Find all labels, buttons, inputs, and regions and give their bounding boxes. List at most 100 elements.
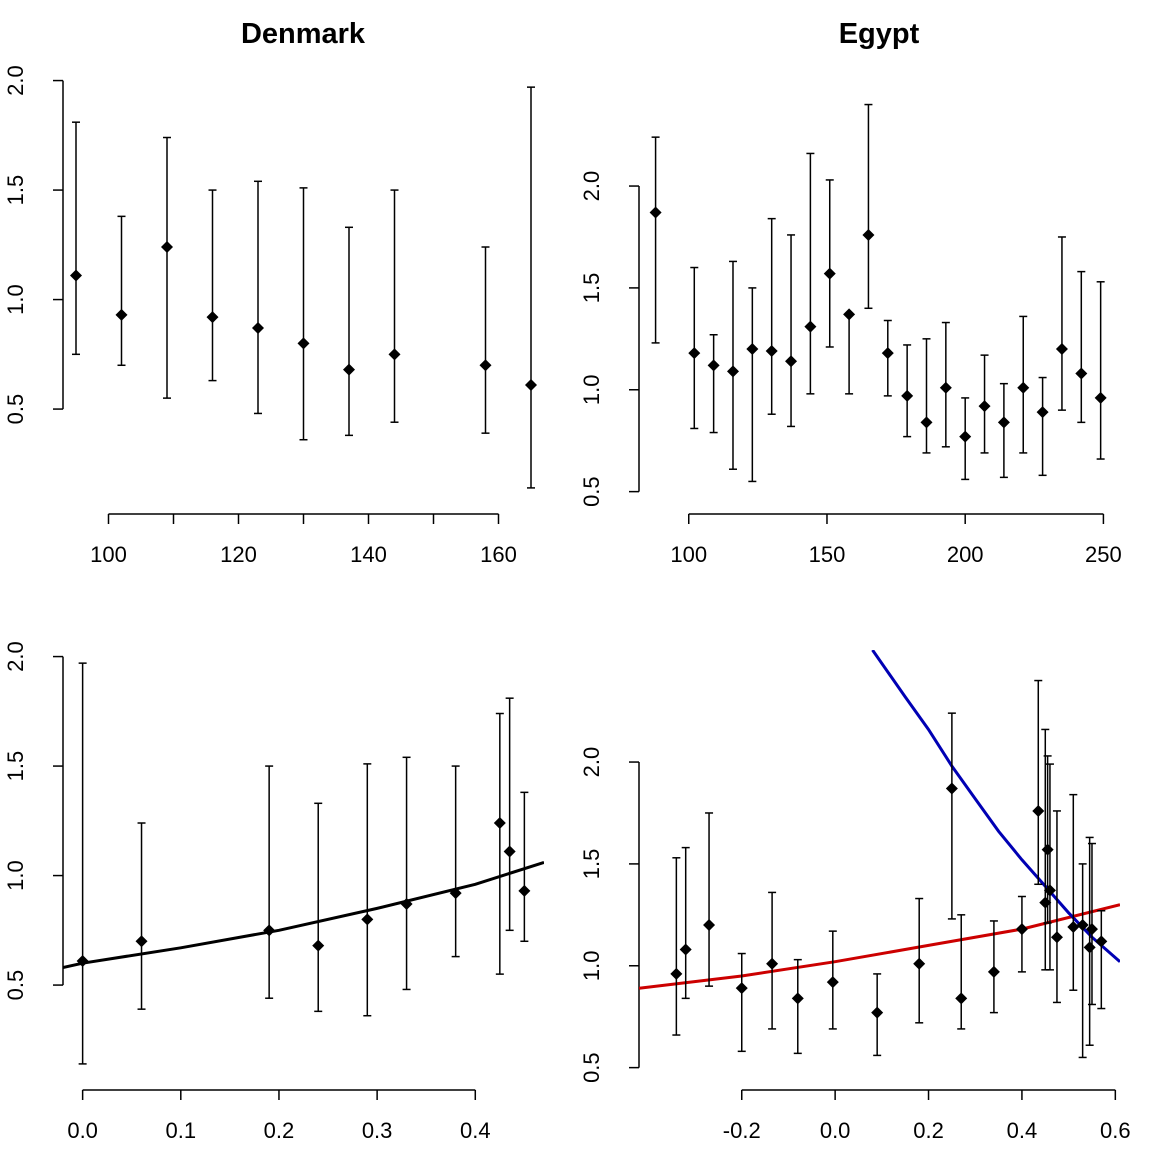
plot-area	[649, 103, 1107, 483]
y-tick-label: 0.5	[579, 476, 604, 507]
y-tick-label: 1.0	[3, 860, 28, 891]
error-bar	[651, 136, 660, 344]
x-tick-label: -0.2	[723, 1118, 761, 1143]
panel-bottom-right: -0.2 0.0 0.2 0.4 0.6 0.5 1.0 1.5 2.0	[579, 650, 1131, 1143]
x-tick-label: 150	[809, 542, 846, 567]
y-tick-label: 0.5	[579, 1052, 604, 1083]
data-point	[920, 416, 933, 429]
y-tick-label: 1.5	[3, 751, 28, 782]
data-point	[135, 935, 148, 948]
data-point	[804, 320, 817, 333]
data-point	[959, 430, 972, 443]
fit-curve-red	[639, 903, 1120, 990]
data-point	[765, 345, 778, 358]
y-tick-label: 1.0	[579, 374, 604, 405]
data-point	[901, 389, 914, 402]
y-tick-label: 2.0	[579, 171, 604, 202]
x-tick-label: 250	[1085, 542, 1122, 567]
y-tick-label: 1.5	[579, 849, 604, 880]
data-point	[115, 308, 128, 321]
data-point	[649, 206, 662, 219]
error-bar	[1045, 763, 1054, 971]
y-tick-label: 1.5	[579, 273, 604, 304]
data-point	[518, 884, 531, 897]
x-tick-label: 0.4	[460, 1118, 491, 1143]
data-point	[361, 913, 374, 926]
data-point	[1032, 804, 1045, 817]
x-tick-label: 0.1	[165, 1118, 196, 1143]
data-point	[735, 982, 748, 995]
data-point	[826, 976, 839, 989]
error-bar	[390, 189, 399, 423]
data-point	[881, 347, 894, 360]
error-bar	[1097, 910, 1106, 1010]
x-tick-label: 0.6	[1100, 1118, 1131, 1143]
x-tick-label: 100	[90, 542, 127, 567]
data-point	[525, 378, 537, 391]
data-point	[746, 343, 759, 356]
error-bar	[78, 662, 87, 1065]
panel-egypt: Egypt 100 150 200 250 0.5 1.0 1.5 2.0	[579, 18, 1122, 567]
data-point	[161, 241, 173, 254]
data-point	[1043, 884, 1056, 897]
x-tick-label: 140	[350, 542, 387, 567]
error-bar	[299, 187, 308, 441]
error-bar	[922, 338, 931, 454]
error-bar	[1034, 679, 1043, 886]
error-bar	[1078, 863, 1087, 1059]
data-point	[263, 924, 276, 937]
error-bar	[957, 914, 966, 1030]
y-tick-label: 1.5	[3, 175, 28, 206]
error-bar	[163, 136, 171, 399]
error-bar	[505, 697, 514, 932]
error-bar	[481, 246, 490, 434]
error-bar	[254, 180, 262, 415]
x-tick-label: 0.4	[1007, 1118, 1038, 1143]
error-bar	[787, 234, 796, 428]
data-point	[703, 919, 716, 932]
error-bar	[527, 86, 535, 489]
data-point	[297, 337, 310, 350]
y-tick-label: 0.5	[3, 970, 28, 1001]
data-point	[1094, 391, 1107, 404]
error-bar	[748, 287, 757, 483]
data-point	[987, 965, 1000, 978]
data-point	[707, 359, 720, 372]
y-tick-label: 2.0	[3, 641, 28, 672]
x-tick-label: 0.0	[67, 1118, 98, 1143]
data-point	[978, 400, 991, 413]
error-bar	[345, 226, 353, 437]
error-bar	[1038, 376, 1047, 477]
error-bar	[1085, 836, 1094, 1046]
fit-curve-blue	[871, 650, 1120, 963]
data-point	[1036, 406, 1049, 419]
data-point	[1085, 923, 1098, 936]
error-bar	[864, 103, 873, 310]
error-bar	[451, 765, 460, 958]
error-bar	[208, 189, 217, 382]
error-bar	[845, 313, 854, 395]
data-point	[1055, 343, 1068, 356]
x-tick-label: 200	[947, 542, 984, 567]
error-bar	[314, 802, 323, 1013]
error-bar	[402, 756, 411, 991]
data-point	[1041, 843, 1054, 856]
x-tick-label: 100	[670, 542, 707, 567]
data-point	[823, 267, 836, 280]
data-point	[206, 311, 219, 324]
fit-curve-black	[63, 860, 544, 969]
data-point	[843, 308, 856, 321]
x-tick-label: 0.2	[264, 1118, 295, 1143]
data-point	[688, 347, 701, 360]
data-point	[1067, 921, 1080, 934]
x-tick-label: 120	[220, 542, 257, 567]
error-bar	[1077, 270, 1086, 424]
error-bar	[1052, 810, 1061, 1004]
data-point	[1015, 923, 1028, 936]
error-bar	[767, 217, 776, 415]
error-bar	[265, 765, 274, 999]
panel-title-egypt: Egypt	[839, 18, 920, 50]
data-point	[1075, 367, 1088, 380]
data-point	[70, 269, 82, 282]
error-bar	[117, 215, 126, 367]
